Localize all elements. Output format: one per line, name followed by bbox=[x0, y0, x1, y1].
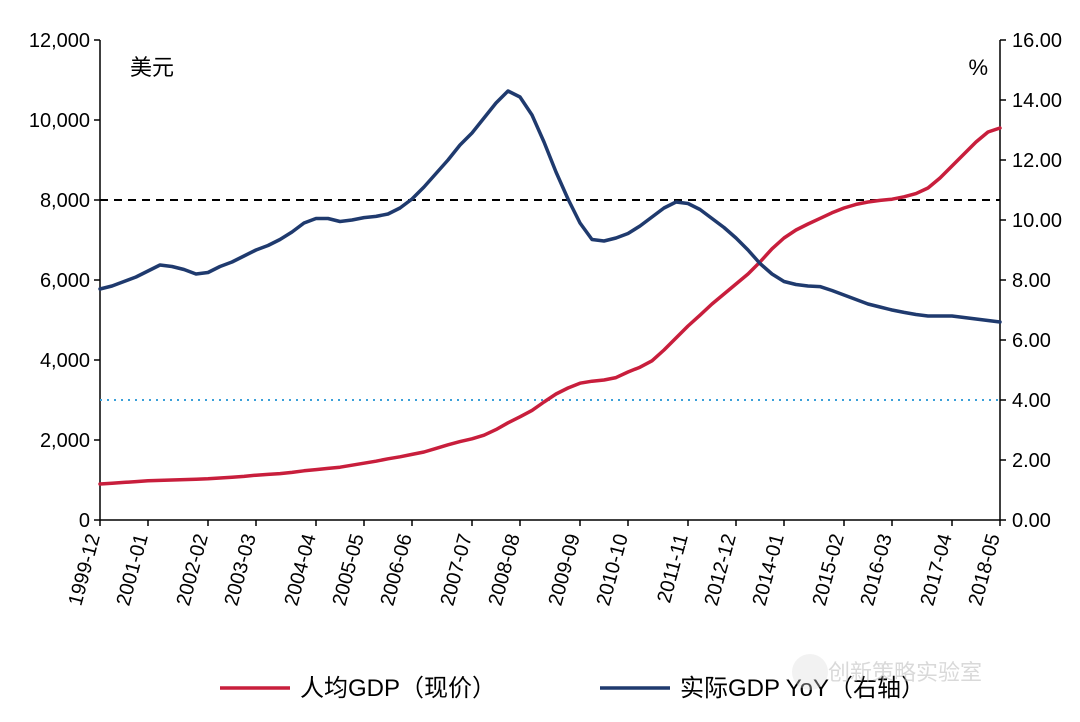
y-left-tick-label: 6,000 bbox=[40, 270, 90, 292]
y-right-tick-label: 10.00 bbox=[1012, 210, 1062, 232]
y-right-tick-label: 4.00 bbox=[1012, 390, 1051, 412]
y-right-tick-label: 0.00 bbox=[1012, 510, 1051, 532]
y-right-tick-label: 14.00 bbox=[1012, 90, 1062, 112]
y-right-tick-label: 2.00 bbox=[1012, 450, 1051, 472]
y-left-tick-label: 0 bbox=[79, 510, 90, 532]
y-right-tick-label: 8.00 bbox=[1012, 270, 1051, 292]
y-left-tick-label: 12,000 bbox=[29, 30, 90, 52]
legend-label-gdp-per-capita: 人均GDP（现价） bbox=[300, 675, 496, 702]
y-left-tick-label: 4,000 bbox=[40, 350, 90, 372]
chart-svg: 0 2,000 4,000 6,000 8,000 10,000 12,000 美元 0.00 2… bbox=[0, 0, 1080, 722]
watermark: 创新策略实验室 bbox=[828, 660, 982, 685]
y-left-unit: 美元 bbox=[130, 55, 174, 80]
y-right-tick-label: 16.00 bbox=[1012, 30, 1062, 52]
chart-container: 0 2,000 4,000 6,000 8,000 10,000 12,000 美元 0.00 2… bbox=[0, 0, 1080, 722]
watermark-icon bbox=[792, 654, 828, 690]
y-right-tick-label: 12.00 bbox=[1012, 150, 1062, 172]
y-right-tick-label: 6.00 bbox=[1012, 330, 1051, 352]
y-left-tick-label: 10,000 bbox=[29, 110, 90, 132]
y-left-tick-label: 8,000 bbox=[40, 190, 90, 212]
chart-bg bbox=[0, 0, 1080, 722]
y-left-tick-label: 2,000 bbox=[40, 430, 90, 452]
y-right-unit: % bbox=[968, 55, 988, 80]
